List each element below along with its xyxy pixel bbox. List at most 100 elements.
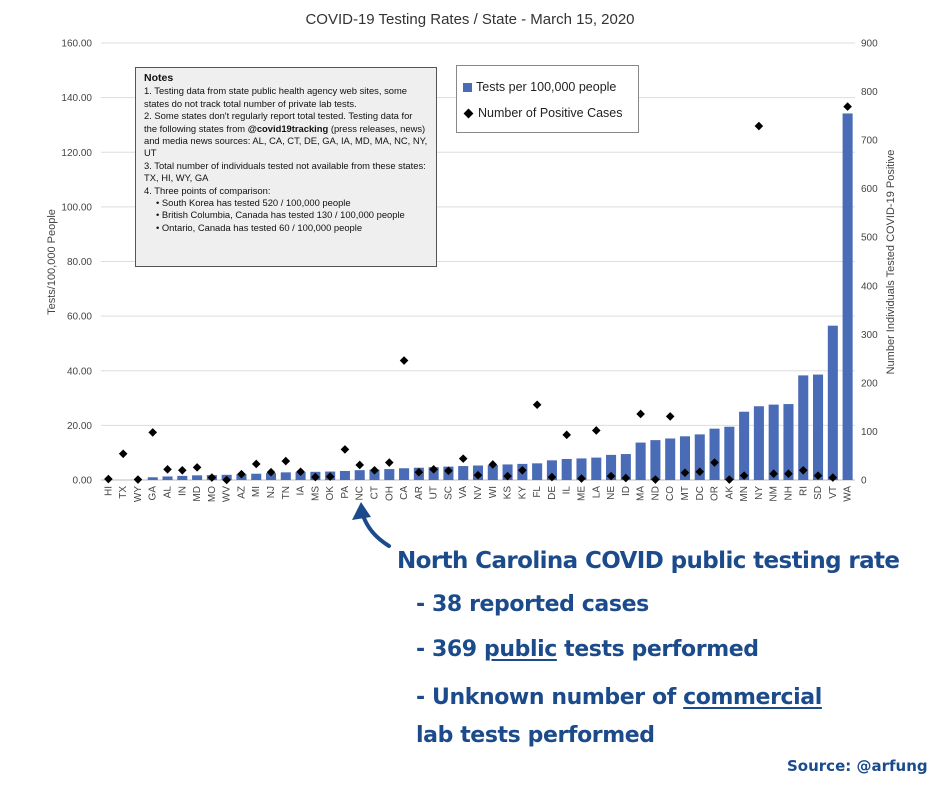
diamond-marker-icon: [463, 108, 474, 118]
bar: [339, 470, 350, 480]
point: [665, 412, 675, 421]
point: [725, 475, 734, 484]
bar: [768, 404, 779, 480]
point: [148, 428, 158, 437]
x-tick-label: GA: [148, 486, 159, 501]
notes-bullet-3: • Ontario, Canada has tested 60 / 100,00…: [156, 221, 363, 233]
x-tick-label: NY: [754, 486, 765, 500]
point: [813, 471, 823, 480]
x-tick-label: DC: [695, 486, 706, 500]
point: [281, 456, 291, 466]
y2-tick-label: 500: [861, 233, 878, 244]
point: [458, 454, 468, 463]
bar: [192, 475, 203, 480]
y-tick-label: 160.00: [61, 39, 92, 50]
point: [296, 467, 305, 477]
point: [680, 468, 690, 478]
notes-line-2: 2. Some states don't regularly report to…: [144, 110, 428, 159]
y-tick-label: 100.00: [61, 202, 92, 213]
bar: [591, 457, 602, 480]
bar: [280, 472, 291, 480]
bar: [827, 325, 838, 480]
bar: [265, 473, 277, 480]
x-tick-label: ID: [621, 486, 632, 496]
x-tick-label: ND: [650, 486, 661, 500]
arrow-head: [352, 502, 371, 520]
notes-title: Notes: [144, 72, 174, 84]
x-tick-label: HI: [103, 486, 114, 496]
annotation-cases: - 38 reported cases: [416, 592, 649, 617]
point: [237, 469, 246, 479]
y-tick-label: 40.00: [67, 366, 92, 377]
point: [769, 469, 778, 478]
x-tick-label: PA: [340, 486, 351, 499]
bar: [546, 460, 557, 480]
point: [207, 473, 217, 482]
x-tick-label: OK: [325, 486, 336, 501]
bar: [177, 475, 188, 480]
notes-line-3: 3. Total number of individuals tested no…: [144, 159, 426, 184]
x-tick-label: WI: [488, 486, 499, 498]
notes-bullet-1: • South Korea has tested 520 / 100,000 p…: [156, 197, 351, 209]
x-tick-label: CA: [399, 486, 410, 500]
annotation-public-tests: - 369 public tests performed: [416, 637, 759, 662]
point: [163, 465, 172, 474]
bar: [842, 113, 853, 480]
y2-tick-label: 900: [861, 39, 878, 50]
point: [651, 475, 660, 484]
point: [266, 467, 276, 477]
x-tick-label: NC: [355, 486, 366, 500]
bar: [147, 477, 158, 480]
x-tick-label: MI: [251, 486, 262, 497]
x-tick-label: IA: [296, 486, 307, 496]
bar: [384, 469, 395, 480]
point: [754, 121, 764, 131]
bar: [753, 406, 764, 480]
point: [133, 475, 143, 484]
bar: [665, 438, 676, 480]
point: [547, 472, 557, 482]
bar: [783, 404, 794, 480]
x-tick-label: MN: [739, 486, 750, 502]
x-tick-label: AL: [163, 486, 174, 499]
x-tick-label: MT: [680, 486, 691, 500]
chart-title: COVID-19 Testing Rates / State - March 1…: [305, 11, 634, 28]
point: [518, 465, 527, 475]
x-tick-label: AR: [414, 486, 425, 500]
bar: [620, 454, 631, 480]
point: [178, 465, 187, 475]
x-tick-label: CO: [665, 486, 676, 501]
point: [739, 471, 749, 480]
point: [828, 473, 838, 482]
y2-tick-label: 300: [861, 330, 878, 341]
bar: [709, 428, 720, 480]
bar: [369, 469, 380, 480]
bar: [650, 440, 661, 480]
x-tick-label: IN: [177, 486, 188, 496]
point: [798, 465, 808, 475]
x-tick-label: KY: [517, 486, 528, 500]
x-tick-label: NH: [783, 486, 794, 500]
x-tick-label: RI: [798, 486, 809, 496]
bar: [487, 464, 498, 480]
x-tick-label: MD: [192, 486, 203, 502]
point: [532, 400, 542, 410]
point: [784, 469, 793, 478]
point: [192, 463, 202, 472]
x-tick-label: NV: [473, 486, 484, 500]
x-tick-label: NE: [606, 486, 617, 500]
x-tick-label: WY: [133, 486, 144, 502]
x-tick-label: VA: [458, 486, 469, 499]
point: [710, 458, 719, 467]
point: [340, 445, 350, 454]
bar: [399, 468, 410, 480]
x-tick-label: MA: [636, 486, 647, 501]
y-tick-label: 60.00: [67, 312, 92, 323]
point: [636, 409, 645, 419]
y-tick-label: 20.00: [67, 421, 92, 432]
x-tick-label: UT: [429, 486, 440, 499]
bar: [739, 411, 750, 480]
annotation-heading: North Carolina COVID public testing rate: [397, 548, 900, 574]
point: [591, 426, 601, 435]
